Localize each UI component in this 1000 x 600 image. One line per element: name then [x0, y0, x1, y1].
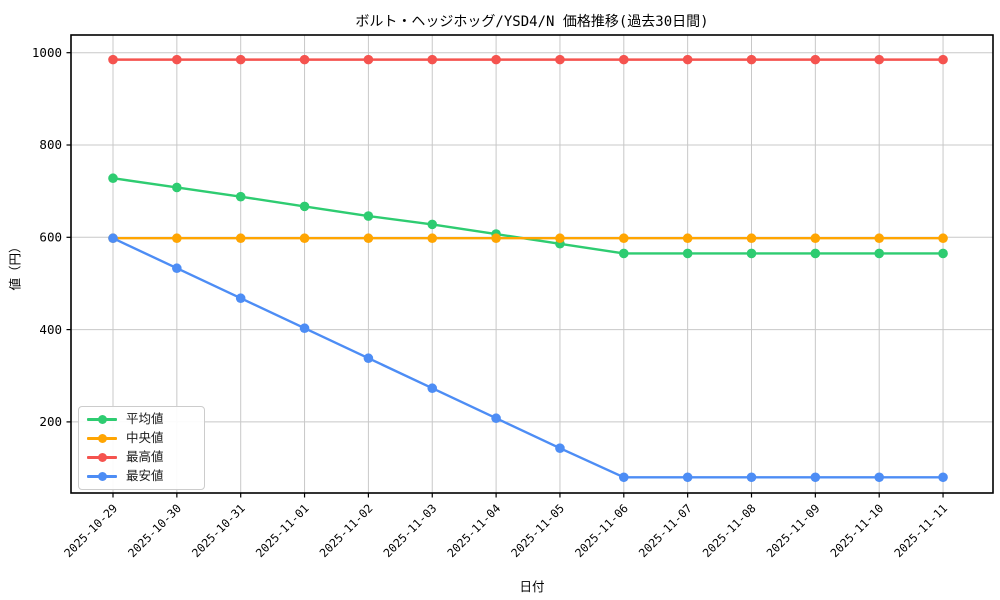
legend-label-median: 中央値 [126, 430, 164, 446]
legend-marker-average-icon [87, 415, 117, 425]
x-tick-label: 2025-11-06 [572, 501, 631, 560]
x-tick-label: 2025-11-05 [508, 501, 567, 560]
x-tick-label: 2025-11-07 [636, 501, 695, 560]
x-tick-label: 2025-11-01 [253, 501, 312, 560]
legend-label-max: 最高値 [126, 449, 164, 465]
series-min-point [363, 353, 374, 364]
chart-title: ボルト・ヘッジホッグ/YSD4/N 価格推移(過去30日間) [355, 14, 709, 30]
y-tick-label: 600 [39, 230, 62, 245]
series-average-point [746, 248, 757, 259]
series-max-point [363, 54, 374, 65]
x-axis-label: 日付 [519, 579, 545, 594]
series-min-point [555, 443, 565, 454]
series-average-point [363, 211, 374, 221]
legend-item-median: 中央値 [87, 429, 196, 448]
series-average-point [299, 201, 310, 212]
legend-item-max: 最高値 [87, 448, 196, 467]
x-tick-label: 2025-11-04 [444, 501, 503, 560]
y-axis-label: 値（円） [7, 240, 23, 291]
series-average-point [108, 173, 118, 184]
legend: 平均値中央値最高値最安値 [78, 406, 205, 490]
series-max-point [682, 54, 693, 65]
legend-item-average: 平均値 [87, 410, 196, 429]
x-tick-label: 2025-11-08 [700, 501, 759, 560]
legend-label-average: 平均値 [126, 411, 164, 427]
series-min-point [172, 263, 182, 274]
series-median-point [363, 233, 374, 244]
series-min-point [235, 293, 246, 304]
series-min-point [427, 383, 438, 394]
series-average-point [810, 248, 821, 259]
series-max-point [427, 54, 438, 65]
y-tick-label: 1000 [32, 45, 62, 60]
x-tick-label: 2025-11-02 [317, 501, 376, 560]
series-max-point [874, 54, 884, 65]
y-tick-label: 200 [39, 414, 62, 429]
series-max-point [938, 54, 948, 65]
series-average-point [427, 219, 438, 230]
series-median-point [874, 233, 884, 244]
x-tick-label: 2025-11-09 [764, 501, 823, 560]
series-max-point [746, 54, 757, 65]
series-average-point [619, 248, 629, 259]
x-tick-label: 2025-11-03 [381, 501, 440, 560]
series-max-point [810, 54, 821, 65]
x-tick-label: 2025-10-31 [189, 501, 248, 560]
series-min-point [938, 472, 948, 483]
legend-marker-median-icon [87, 434, 117, 444]
x-tick-label: 2025-11-11 [891, 501, 950, 560]
series-max-point [299, 54, 310, 65]
series-min-point [874, 472, 884, 483]
series-median-point [491, 233, 501, 244]
x-tick-label: 2025-10-29 [61, 501, 120, 560]
legend-marker-max-icon [87, 453, 117, 463]
series-max-point [108, 54, 118, 65]
series-average-point [235, 191, 246, 202]
series-average-line [111, 177, 945, 255]
series-min-point [491, 413, 501, 424]
series-average-point [874, 248, 884, 259]
series-median-point [682, 233, 693, 244]
x-tick-label: 2025-11-10 [827, 501, 886, 560]
legend-label-min: 最安値 [126, 468, 164, 484]
series-max-point [555, 54, 565, 65]
series-median-point [427, 233, 438, 244]
legend-marker-min-icon [87, 472, 117, 482]
series-min-point [299, 323, 310, 334]
series-average-point [682, 248, 693, 259]
series-max-point [619, 54, 629, 65]
series-median-point [172, 233, 182, 244]
series-average-point [938, 248, 948, 259]
series-median-point [299, 233, 310, 244]
series-median-point [810, 233, 821, 244]
series-median-point [555, 233, 565, 244]
y-tick-label: 400 [39, 322, 62, 337]
x-tick-label: 2025-10-30 [125, 501, 184, 560]
series-min-point [746, 472, 757, 483]
y-tick-label: 800 [39, 137, 62, 152]
series-max-point [491, 54, 501, 65]
axes-frame [70, 34, 994, 494]
series-min-point [682, 472, 693, 483]
series-average-point [172, 182, 182, 193]
legend-item-min: 最安値 [87, 467, 196, 486]
series-median-point [938, 233, 948, 244]
series-min-point [108, 233, 118, 244]
series-max-point [172, 54, 182, 65]
series-min-point [810, 472, 821, 483]
series-max-point [235, 54, 246, 65]
series-median-point [746, 233, 757, 244]
series-min-line [111, 237, 945, 479]
series-median-point [235, 233, 246, 244]
series-median-point [619, 233, 629, 244]
series-min-point [619, 472, 629, 483]
